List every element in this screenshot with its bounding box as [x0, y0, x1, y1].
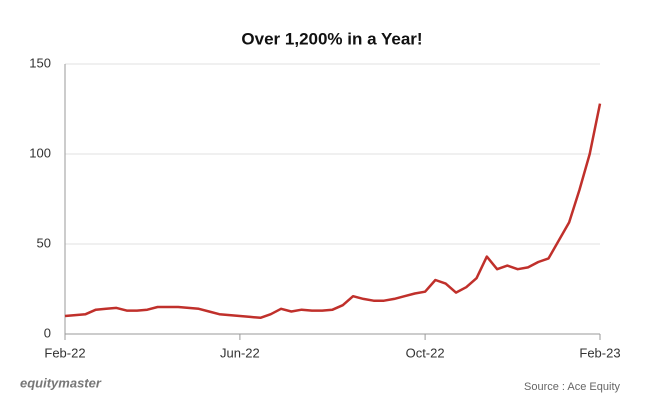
x-tick-label: Feb-22: [44, 345, 85, 360]
x-tick-label: Feb-23: [579, 345, 620, 360]
x-tick-label: Oct-22: [406, 345, 445, 360]
y-tick-label: 50: [37, 235, 51, 250]
chart-title: Over 1,200% in a Year!: [241, 29, 422, 48]
y-tick-label: 0: [44, 325, 51, 340]
brand: equitymaster: [20, 375, 102, 390]
y-tick-label: 150: [29, 55, 51, 70]
line: [64, 103, 602, 320]
x-tick-label: Jun-22: [220, 345, 260, 360]
y-tick-label: 100: [29, 145, 51, 160]
source: Source : Ace Equity: [524, 381, 620, 393]
